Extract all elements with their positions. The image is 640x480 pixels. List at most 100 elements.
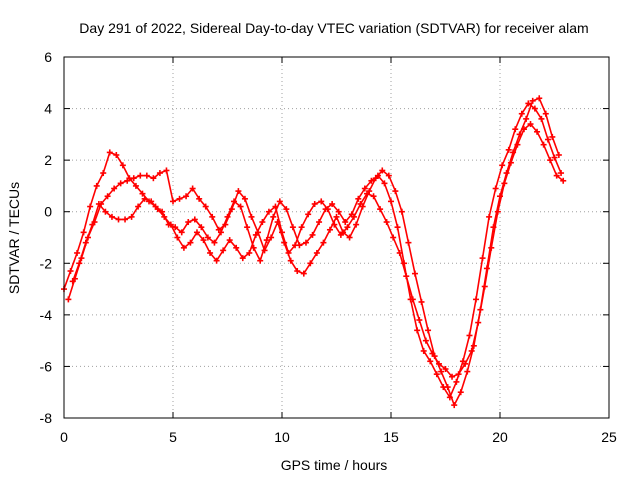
series-segment: [418, 319, 427, 341]
series-segment: [231, 190, 240, 210]
series-segment: [170, 224, 179, 238]
series-segment: [464, 350, 473, 365]
series-segment: [545, 113, 554, 138]
series-segment: [359, 193, 368, 205]
series-segment: [165, 170, 174, 202]
series-segment: [407, 242, 416, 274]
x-tick-label: 0: [60, 429, 68, 445]
series-segment: [242, 252, 250, 259]
y-tick-label: 2: [44, 152, 52, 168]
x-tick-label: 10: [274, 429, 290, 445]
series-segment: [357, 188, 366, 200]
y-tick-label: -6: [40, 358, 53, 374]
series-segment: [388, 175, 397, 192]
data-point: [560, 177, 567, 184]
series-segment: [290, 260, 298, 272]
series-segment: [327, 208, 336, 225]
series-segment: [218, 223, 226, 231]
series-segment: [95, 172, 104, 187]
series-segment: [540, 118, 549, 140]
series-segment: [468, 299, 477, 336]
series-segment: [514, 113, 523, 130]
series-segment: [150, 200, 159, 210]
series-segment: [351, 198, 360, 215]
series-segment: [518, 118, 527, 135]
series-segment: [261, 211, 270, 223]
series-segment: [466, 345, 475, 372]
series-segment: [239, 206, 248, 228]
series-segment: [67, 278, 76, 300]
series-segment: [176, 237, 185, 249]
series-segment: [551, 136, 560, 156]
series-segment: [63, 270, 72, 290]
series-segment: [281, 232, 290, 254]
y-tick-label: -8: [40, 410, 53, 426]
series-segment: [442, 386, 451, 398]
series-segment: [174, 226, 183, 233]
series-segment: [252, 247, 261, 262]
series-segment: [459, 371, 469, 393]
series-segment: [157, 208, 165, 218]
series-segment: [390, 201, 399, 228]
axis-ticks: 0 5 10 15 20 25 -8 -6 -4 -2 0 2 4 6: [40, 49, 617, 445]
series-segment: [457, 363, 466, 375]
series-segment: [331, 203, 340, 213]
series-segment: [481, 216, 490, 259]
series-segment: [333, 224, 342, 236]
series-segment: [135, 185, 144, 195]
series-segment: [194, 218, 202, 228]
series-segment: [412, 299, 421, 321]
series-segment: [303, 262, 312, 275]
series-segment: [279, 200, 287, 210]
series-segment: [538, 97, 547, 115]
series-segment: [375, 169, 383, 179]
series-segment: [89, 185, 98, 207]
series-segment: [200, 226, 209, 238]
series-segment: [342, 231, 351, 239]
series-segment: [396, 227, 405, 264]
series-segment: [183, 242, 191, 249]
series-segment: [76, 232, 85, 254]
series-segment: [436, 373, 445, 388]
data-point: [555, 151, 562, 158]
series-segment: [285, 208, 294, 228]
series-segment: [507, 128, 517, 151]
series-segment: [416, 330, 425, 352]
series-segment: [516, 128, 525, 145]
series-segment: [104, 211, 113, 218]
x-tick-label: 25: [601, 429, 617, 445]
y-tick-label: -2: [40, 255, 53, 271]
series-segment: [93, 203, 102, 223]
series-segment: [205, 206, 213, 218]
series-segment: [409, 299, 418, 331]
series-segment: [425, 340, 434, 354]
series-segment: [444, 368, 453, 378]
series-segment: [82, 206, 91, 233]
series-segment: [401, 211, 410, 243]
series-segment: [318, 208, 327, 223]
series-segment: [189, 231, 198, 244]
series-segment: [191, 188, 200, 200]
series-segment: [488, 188, 497, 218]
series-segment: [130, 206, 139, 218]
y-tick-label: -4: [40, 307, 53, 323]
series-segment: [257, 232, 266, 251]
series-segment: [381, 169, 390, 177]
series-segment: [250, 216, 259, 233]
series-segment: [237, 190, 246, 200]
series-segment: [292, 226, 301, 246]
series-segment: [309, 252, 318, 264]
series-segment: [503, 162, 512, 184]
series-segment: [556, 174, 564, 182]
series-segment: [453, 391, 462, 406]
series-segment: [185, 187, 194, 197]
series-segment: [316, 242, 325, 254]
data-point: [558, 170, 565, 177]
series-segment: [122, 164, 131, 179]
series-segment: [322, 229, 331, 244]
series-segment: [152, 172, 161, 179]
series-segment: [440, 371, 449, 388]
series-segment: [344, 213, 353, 223]
series-segment: [340, 226, 349, 236]
series-segment: [69, 252, 78, 272]
